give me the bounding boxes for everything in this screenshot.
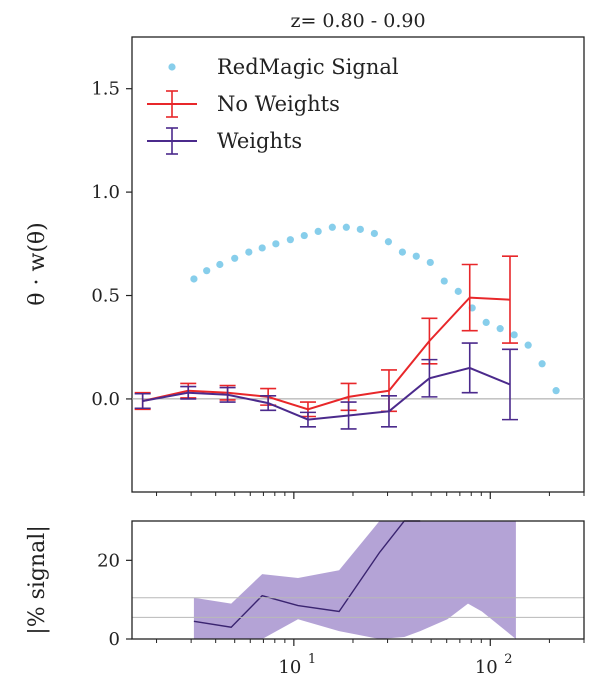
redmagic-signal-point <box>482 318 490 327</box>
bottom-y-ticks: 0 20 <box>97 550 132 650</box>
legend-label: RedMagic Signal <box>217 55 399 79</box>
redmagic-signal-point <box>314 227 322 236</box>
top-y-tick-label: 1.5 <box>91 79 120 100</box>
redmagic-signal-point <box>524 341 532 349</box>
bottom-x-tick-exponent: 1 <box>308 652 316 667</box>
redmagic-signal-point <box>190 275 198 283</box>
bottom-x-tick-label: 10 <box>475 657 498 678</box>
bottom-y-tick-label: 0 <box>109 629 120 650</box>
redmagic-signal-point <box>245 248 253 256</box>
legend-label: Weights <box>217 129 302 153</box>
top-series <box>134 223 560 430</box>
chart-title: z= 0.80 - 0.90 <box>290 10 425 32</box>
bottom-x-tick-label: 10 <box>278 657 301 678</box>
bottom-series <box>193 520 516 639</box>
redmagic-signal-point <box>258 244 266 252</box>
top-y-tick-label: 1.0 <box>91 182 120 203</box>
redmagic-signal-point <box>426 258 434 267</box>
redmagic-signal-point <box>216 260 224 269</box>
redmagic-signal-point <box>384 238 393 246</box>
top-panel-frame <box>131 36 585 493</box>
signal-fraction-band <box>193 521 516 639</box>
top-panel: 0.0 0.5 1.0 1.5 z= 0.80 - 0.90 θ · w(θ) Red… <box>25 10 585 499</box>
legend-label: No Weights <box>217 92 340 116</box>
top-y-axis-label: θ · w(θ) <box>25 222 50 305</box>
redmagic-signal-point <box>231 254 239 262</box>
redmagic-signal-point <box>440 277 448 285</box>
redmagic-signal-point <box>510 331 518 339</box>
top-x-minor-ticks <box>156 492 585 499</box>
redmagic-signal-point <box>538 360 546 368</box>
top-y-tick-label: 0.0 <box>91 389 120 410</box>
redmagic-signal-point <box>370 229 378 238</box>
redmagic-signal-point <box>300 231 308 240</box>
redmagic-signal-point <box>398 248 407 256</box>
bottom-panel-frame <box>131 520 585 640</box>
redmagic-signal-point <box>286 236 294 244</box>
bottom-panel: 0 20 10 1 10 2 |% signal| <box>25 520 585 678</box>
redmagic-signal-point <box>272 240 280 248</box>
redmagic-signal-point <box>342 223 350 231</box>
redmagic-signal-point <box>203 267 211 275</box>
no-weights-line <box>142 296 511 411</box>
bottom-x-tick-exponent: 2 <box>504 652 512 667</box>
redmagic-signal-point <box>496 325 504 333</box>
signal-fraction-line <box>193 520 421 628</box>
redmagic-signal-point <box>328 223 336 231</box>
legend: RedMagic Signal No Weights Weights <box>147 55 399 155</box>
redmagic-signal-point <box>356 225 364 233</box>
top-y-ticks: 0.0 0.5 1.0 1.5 <box>91 79 132 410</box>
bottom-y-axis-label: |% signal| <box>25 525 50 634</box>
redmagic-signal-point <box>454 287 462 295</box>
top-y-tick-label: 0.5 <box>91 286 120 307</box>
weights-line <box>142 366 511 421</box>
redmagic-signal-point <box>552 387 560 395</box>
legend-marker-redmagic-signal <box>168 63 176 71</box>
redmagic-signal-point <box>412 252 420 260</box>
bottom-x-ticks: 10 1 10 2 <box>156 639 585 678</box>
bottom-reference-lines <box>132 597 584 618</box>
bottom-y-tick-label: 20 <box>97 550 120 571</box>
